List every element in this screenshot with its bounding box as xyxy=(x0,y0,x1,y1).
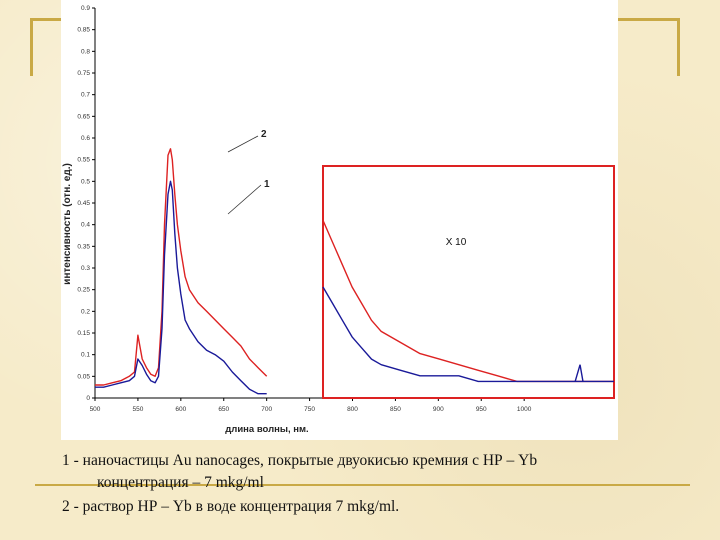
y-tick-label: 0.15 xyxy=(77,330,90,337)
y-tick-label: 0.5 xyxy=(81,178,90,185)
caption-line-1: 1 - наночастицы Au nanocages, покрытые д… xyxy=(62,452,538,469)
decor-bottom-divider xyxy=(35,484,690,486)
y-tick-label: 0.7 xyxy=(81,92,90,99)
inset-scale-label: X 10 xyxy=(446,237,467,248)
y-tick-label: 0.1 xyxy=(81,352,90,359)
x-tick-label: 600 xyxy=(175,406,186,413)
callout-1-label: 1 xyxy=(264,179,270,190)
plot-panel: 0 0.05 0.1 0.15 0.2 0.25 0.3 0.35 0.4 0.45 0.5 0.55… xyxy=(61,0,618,440)
spectrum-chart: 0 0.05 0.1 0.15 0.2 0.25 0.3 0.35 0.4 0.45 0.5 0.55… xyxy=(62,5,615,435)
x-tick-label: 650 xyxy=(218,406,229,413)
x-tick-label: 900 xyxy=(433,406,444,413)
y-tick-label: 0.65 xyxy=(77,113,90,120)
callout-1-line xyxy=(227,184,262,215)
y-tick-label: 0.9 xyxy=(81,5,90,12)
y-tick-label: 0.3 xyxy=(81,265,90,272)
y-tick-label: 0.45 xyxy=(77,200,90,207)
caption-line-3: 2 - раствор НР – Yb в воде концентрация … xyxy=(62,498,400,515)
x-tick-label: 950 xyxy=(476,406,487,413)
x-tick-label: 550 xyxy=(132,406,143,413)
series-line-2 xyxy=(95,148,268,386)
y-tick-label: 0.85 xyxy=(77,27,90,34)
y-tick-label: 0.35 xyxy=(77,243,90,250)
inset-series-line-1 xyxy=(322,286,614,383)
x-tick-label: 850 xyxy=(390,406,401,413)
y-tick-label: 0.55 xyxy=(77,157,90,164)
x-axis-label: длина волны, нм. xyxy=(225,424,308,435)
callout-2-line xyxy=(227,135,259,153)
y-axis-label: интенсивность (отн. ед.) xyxy=(62,163,73,285)
y-tick-label: 0.2 xyxy=(81,308,90,315)
x-tick-label: 700 xyxy=(261,406,272,413)
inset-series-line-2 xyxy=(322,220,614,383)
inset-frame xyxy=(322,165,615,399)
series-line-1 xyxy=(95,180,267,395)
x-tick-label: 750 xyxy=(304,406,315,413)
y-tick-label: 0.4 xyxy=(81,222,90,229)
callout-2-label: 2 xyxy=(261,129,267,140)
y-tick-label: 0.25 xyxy=(77,287,90,294)
x-tick-label: 800 xyxy=(347,406,358,413)
y-tick-label: 0.8 xyxy=(81,48,90,55)
inset-peak-1000nm xyxy=(574,364,584,382)
caption-line-2: концентрация – 7 mkg/ml xyxy=(97,474,264,491)
y-tick-label: 0.6 xyxy=(81,135,90,142)
decor-top-left-vertical xyxy=(30,18,33,76)
y-tick-label: 0.75 xyxy=(77,70,90,77)
y-tick-label: 0.05 xyxy=(77,373,90,380)
x-tick-label: 500 xyxy=(90,406,101,413)
decor-top-right-vertical xyxy=(677,18,680,76)
y-tick-label: 0 xyxy=(86,395,90,402)
x-tick-label: 1000 xyxy=(517,406,532,413)
